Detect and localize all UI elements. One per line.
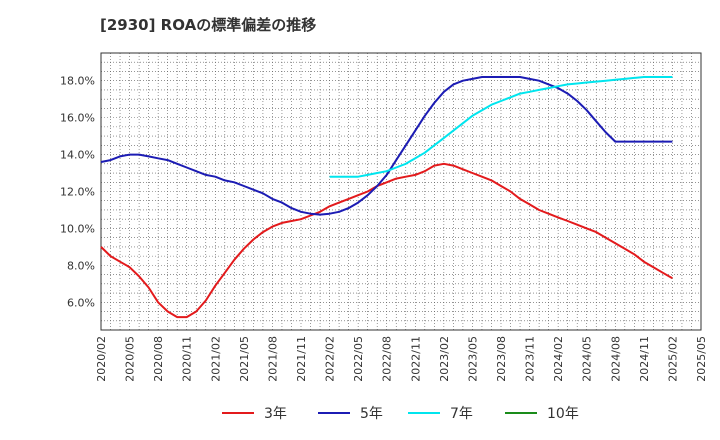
series-lines (100, 76, 673, 319)
x-tick-label: 2023/02 (438, 336, 451, 382)
y-tick-label: 10.0% (60, 222, 95, 235)
x-tick-label: 2022/02 (324, 336, 337, 382)
series-line-1 (100, 76, 673, 216)
y-tick-label: 14.0% (60, 149, 95, 162)
x-axis-ticks: 2020/02 2020/05 2020/08 2020/11 2021/02 2021/… (95, 336, 708, 382)
legend-label-2: 7年 (450, 406, 473, 422)
x-tick-label: 2025/05 (695, 336, 708, 382)
y-tick-label: 16.0% (60, 112, 95, 125)
x-tick-label: 2024/02 (552, 336, 565, 382)
legend-label-1: 5年 (360, 406, 383, 422)
x-tick-label: 2021/05 (238, 336, 251, 382)
x-tick-label: 2021/02 (209, 336, 222, 382)
x-tick-label: 2020/02 (95, 336, 108, 382)
x-tick-label: 2020/08 (152, 336, 165, 382)
series-line-2 (329, 76, 673, 178)
x-tick-label: 2022/08 (381, 336, 394, 382)
x-tick-label: 2025/02 (666, 336, 679, 382)
series-line-0 (100, 162, 673, 319)
x-tick-label: 2022/05 (352, 336, 365, 382)
x-tick-label: 2020/05 (124, 336, 137, 382)
x-tick-label: 2021/08 (266, 336, 279, 382)
y-tick-label: 12.0% (60, 186, 95, 199)
grid (100, 53, 702, 330)
y-tick-label: 6.0% (67, 296, 95, 309)
x-tick-label: 2024/05 (581, 336, 594, 382)
x-tick-label: 2023/11 (524, 336, 537, 382)
plot-frame (100, 52, 702, 331)
legend: 3年 5年 7年 10年 (222, 406, 579, 422)
y-axis-ticks: 6.0% 8.0% 10.0% 12.0% 14.0% 16.0% 18.0% (60, 75, 95, 310)
y-tick-label: 18.0% (60, 75, 95, 88)
legend-label-3: 10年 (547, 406, 579, 422)
x-tick-label: 2020/11 (181, 336, 194, 382)
chart-title: [2930] ROAの標準偏差の推移 (100, 16, 317, 34)
x-tick-label: 2021/11 (295, 336, 308, 382)
x-tick-label: 2024/11 (638, 336, 651, 382)
x-tick-label: 2023/08 (495, 336, 508, 382)
x-tick-label: 2023/05 (466, 336, 479, 382)
x-tick-label: 2022/11 (409, 336, 422, 382)
y-tick-label: 8.0% (67, 259, 95, 272)
legend-label-0: 3年 (264, 406, 287, 422)
x-tick-label: 2024/08 (609, 336, 622, 382)
